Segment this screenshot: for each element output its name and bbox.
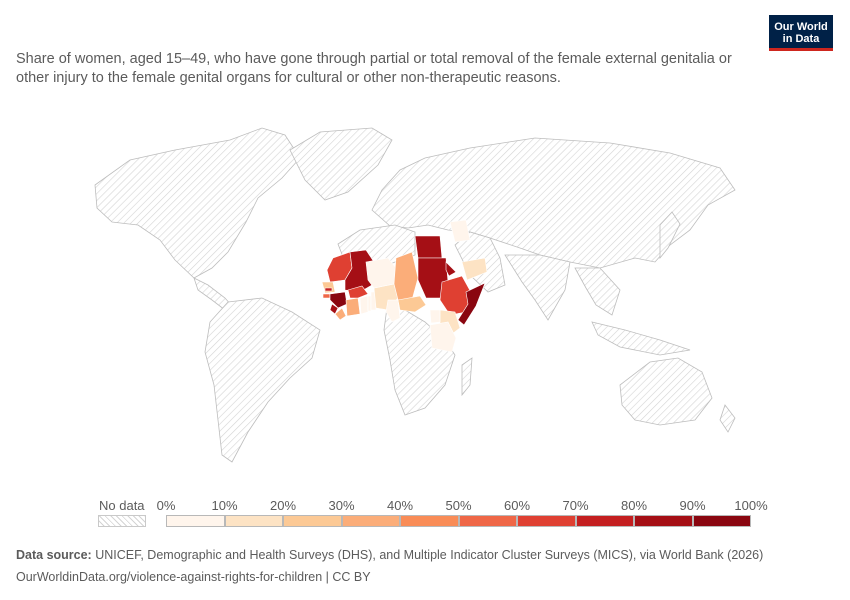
map-new-zealand <box>719 404 736 433</box>
legend-tick-label: 90% <box>679 498 706 513</box>
country-cameroon[interactable] <box>385 299 401 323</box>
country-ghana[interactable] <box>359 295 369 315</box>
legend-tick-label: 0% <box>156 498 176 513</box>
country-central-african-republic[interactable] <box>397 295 427 313</box>
country-burkina-faso[interactable] <box>347 285 369 299</box>
country-senegal[interactable] <box>321 281 336 294</box>
legend-color-bin <box>458 515 517 527</box>
logo-line-1: Our World <box>774 21 828 33</box>
data-source-text: UNICEF, Demographic and Health Surveys (… <box>95 548 764 562</box>
footer-url[interactable]: OurWorldinData.org/violence-against-righ… <box>16 570 371 584</box>
legend-color-bin <box>283 515 342 527</box>
legend-tick-label: 20% <box>269 498 297 513</box>
legend-color-bin <box>400 515 459 527</box>
legend-color-bin <box>224 515 283 527</box>
legend-tick-label: 30% <box>328 498 355 513</box>
country-egypt[interactable] <box>414 235 443 259</box>
legend-no-data-swatch <box>98 515 146 527</box>
country-cote-d-ivoire[interactable] <box>345 297 361 317</box>
map-australia <box>619 357 713 426</box>
data-source: Data source: UNICEF, Demographic and Hea… <box>16 548 763 562</box>
legend-color-bin <box>575 515 634 527</box>
map-japan <box>659 211 681 260</box>
country-liberia[interactable] <box>334 307 347 321</box>
country-chad[interactable] <box>393 251 419 301</box>
country-tanzania[interactable] <box>429 321 457 353</box>
country-yemen[interactable] <box>461 257 488 281</box>
legend-no-data-label: No data <box>99 498 145 513</box>
legend-color-bin <box>166 515 225 527</box>
legend-tick-label: 50% <box>445 498 472 513</box>
chart-subtitle: Share of women, aged 15–49, who have gon… <box>16 51 732 86</box>
legend-tick-label: 40% <box>386 498 414 513</box>
country-gambia[interactable] <box>324 287 333 292</box>
country-iraq[interactable] <box>449 219 471 243</box>
country-togo[interactable] <box>367 295 372 312</box>
map-legend: No data 0% 10% 20% 30% 40% 50% 60% 70% 80% 90% 100… <box>96 498 776 534</box>
map-southeast-asia <box>574 267 621 316</box>
legend-color-bin <box>692 515 751 527</box>
legend-color-bin <box>634 515 693 527</box>
legend-color-bin <box>517 515 576 527</box>
logo-line-2: in Data <box>782 33 820 45</box>
legend-tick-label: 60% <box>503 498 531 513</box>
map-madagascar <box>461 357 473 397</box>
country-eritrea[interactable] <box>445 261 457 277</box>
map-south-asia <box>504 254 571 321</box>
owid-logo[interactable]: Our World in Data <box>769 15 833 51</box>
map-south-america <box>204 297 321 463</box>
map-southern-africa <box>383 299 456 416</box>
world-map <box>94 127 736 463</box>
legend-tick-label: 10% <box>211 498 238 513</box>
country-niger[interactable] <box>365 257 397 289</box>
legend-tick-label: 100% <box>734 498 768 513</box>
country-guinea[interactable] <box>329 291 348 309</box>
legend-tick-label: 70% <box>562 498 589 513</box>
country-somalia[interactable] <box>457 282 486 326</box>
country-uganda[interactable] <box>429 309 441 324</box>
country-guinea-bissau[interactable] <box>322 293 331 299</box>
legend-color-bin <box>341 515 400 527</box>
legend-tick-label: 80% <box>620 498 648 513</box>
map-north-america <box>94 127 301 279</box>
data-source-label: Data source: <box>16 548 92 562</box>
map-greenland <box>289 127 393 201</box>
map-indonesia <box>591 321 691 356</box>
